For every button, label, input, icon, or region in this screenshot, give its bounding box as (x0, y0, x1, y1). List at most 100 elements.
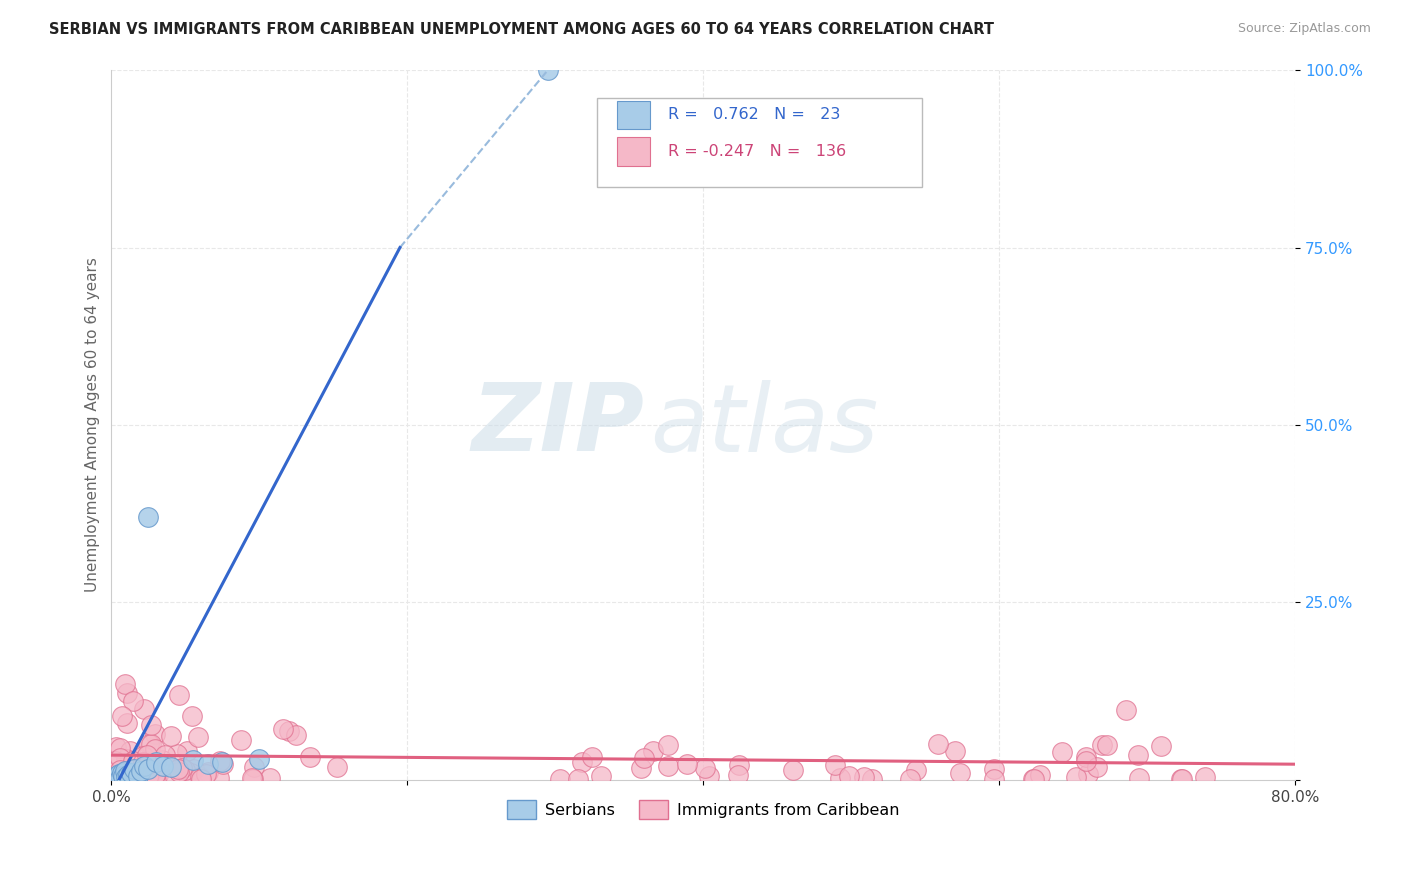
Point (141, 737, 163, 751)
FancyBboxPatch shape (596, 98, 922, 187)
Point (188, 770, 211, 784)
Point (146, 770, 169, 784)
Point (125, 757, 148, 772)
Point (143, 727, 166, 741)
Point (141, 772, 163, 787)
Point (155, 757, 177, 772)
Point (693, 761, 716, 775)
Point (160, 729, 183, 743)
Point (1029, 768, 1052, 782)
Point (167, 762, 190, 776)
Point (1024, 772, 1046, 787)
Point (121, 693, 143, 707)
Point (190, 772, 212, 786)
Point (240, 771, 263, 785)
Point (108, 767, 131, 781)
Point (548, 772, 571, 787)
Point (163, 770, 186, 784)
Point (176, 744, 198, 758)
FancyBboxPatch shape (617, 137, 650, 166)
Point (194, 767, 217, 781)
Point (114, 764, 136, 779)
Point (142, 772, 165, 787)
Point (143, 768, 166, 782)
Point (676, 757, 699, 772)
Point (124, 772, 146, 787)
Point (153, 748, 176, 763)
Point (824, 758, 846, 772)
Point (104, 770, 127, 784)
Point (209, 754, 232, 768)
Point (105, 768, 128, 782)
Point (128, 760, 150, 774)
Point (108, 751, 131, 765)
Point (132, 755, 155, 769)
Point (1171, 772, 1194, 787)
Point (145, 755, 167, 769)
Point (170, 761, 193, 775)
Point (118, 744, 141, 758)
Point (135, 747, 157, 762)
Point (159, 760, 181, 774)
Point (259, 771, 281, 785)
Point (537, 63, 560, 78)
Point (284, 728, 307, 742)
Point (190, 770, 212, 784)
Point (139, 718, 162, 732)
Point (1095, 738, 1118, 752)
Text: R = -0.247   N =   136: R = -0.247 N = 136 (668, 145, 846, 159)
Text: ZIP: ZIP (471, 379, 644, 471)
Point (122, 772, 145, 787)
Point (110, 771, 132, 785)
Point (242, 772, 264, 787)
Point (145, 767, 167, 781)
Point (1150, 739, 1173, 753)
Point (135, 754, 157, 768)
Point (180, 709, 202, 723)
Point (104, 767, 127, 781)
Point (180, 765, 202, 780)
Point (904, 763, 927, 777)
Point (173, 763, 195, 777)
Point (114, 752, 136, 766)
Point (229, 733, 252, 747)
Point (138, 738, 160, 752)
Point (132, 702, 155, 716)
Point (122, 754, 145, 768)
Point (277, 723, 299, 738)
Point (150, 753, 173, 767)
Point (128, 772, 150, 787)
Point (136, 763, 159, 777)
Point (1128, 747, 1150, 762)
Point (1091, 738, 1114, 752)
Point (697, 769, 720, 783)
Point (1022, 772, 1045, 787)
Point (138, 510, 160, 524)
Point (949, 766, 972, 780)
Point (183, 763, 205, 777)
Point (139, 767, 162, 781)
Point (136, 770, 159, 784)
Point (830, 771, 852, 785)
Point (727, 768, 749, 782)
Point (728, 758, 751, 772)
Point (104, 755, 127, 769)
Point (187, 731, 209, 745)
Point (115, 686, 138, 700)
Point (197, 757, 219, 772)
Point (114, 677, 136, 691)
Point (1115, 703, 1137, 717)
Point (111, 709, 134, 723)
Point (782, 764, 804, 778)
Point (127, 769, 149, 783)
Point (657, 759, 679, 773)
Point (1050, 746, 1073, 760)
FancyBboxPatch shape (617, 101, 650, 129)
Point (105, 739, 128, 754)
Point (838, 769, 860, 783)
Point (1064, 770, 1087, 784)
Point (166, 747, 188, 761)
Point (567, 772, 589, 787)
Point (122, 762, 145, 776)
Point (1077, 767, 1099, 781)
